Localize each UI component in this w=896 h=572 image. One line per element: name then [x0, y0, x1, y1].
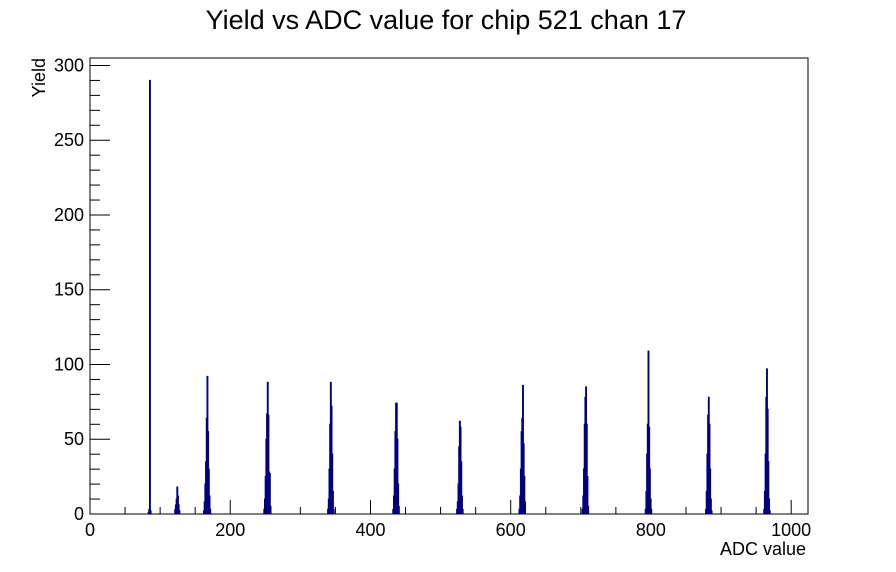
histogram-bin	[178, 510, 181, 514]
histogram-bin	[586, 476, 589, 514]
histogram-bin	[768, 498, 771, 514]
x-axis-ticks: 0 200 400 600 800 1000	[85, 500, 811, 540]
histogram-bin	[396, 438, 399, 514]
x-axis-label: ADC value	[720, 539, 806, 559]
x-tick-label: 200	[215, 520, 245, 540]
histogram-bin	[177, 504, 180, 514]
x-tick-label: 800	[636, 520, 666, 540]
histogram-bin	[397, 505, 400, 514]
y-tick-label: 150	[54, 280, 84, 300]
y-tick-label: 0	[74, 504, 84, 524]
histogram-bin	[269, 505, 272, 514]
histogram-bin	[709, 498, 712, 514]
plot-frame	[89, 57, 809, 515]
y-tick-label: 100	[54, 354, 84, 374]
histogram-bin	[461, 495, 463, 514]
histogram-bin	[208, 495, 211, 514]
x-tick-label: 1000	[771, 520, 811, 540]
histogram-bin	[460, 461, 463, 514]
y-tick-label: 300	[54, 55, 84, 75]
histogram-bin	[768, 510, 771, 514]
histogram-bin	[648, 468, 651, 514]
histogram-bin	[207, 468, 210, 514]
histogram-bin	[523, 476, 526, 514]
histogram-bin	[331, 453, 334, 514]
histogram-bin	[209, 508, 212, 514]
histogram-bin	[149, 79, 151, 514]
y-axis-ticks: 0 50 100 150 200 250 300	[54, 55, 110, 524]
y-tick-label: 50	[64, 429, 84, 449]
histogram-bin	[332, 490, 334, 514]
histogram-bin	[149, 510, 152, 514]
chart-title: Yield vs ADC value for chip 521 chan 17	[206, 5, 687, 35]
histogram-bin	[268, 473, 271, 514]
histogram-bars	[147, 79, 771, 514]
y-tick-label: 200	[54, 205, 84, 225]
x-tick-label: 600	[496, 520, 526, 540]
histogram-bin	[587, 505, 590, 514]
y-axis-label: Yield	[29, 58, 49, 97]
histogram-bin	[710, 510, 713, 514]
x-tick-label: 0	[85, 520, 95, 540]
histogram-bin	[461, 508, 464, 514]
histogram-bin	[332, 508, 335, 514]
histogram-bin	[709, 468, 712, 514]
histogram-bin	[585, 423, 588, 514]
histogram-bin	[767, 461, 770, 514]
histogram-bin	[267, 414, 270, 514]
x-tick-label: 400	[355, 520, 385, 540]
histogram-bin	[524, 501, 527, 514]
histogram-bin	[397, 483, 400, 514]
y-tick-label: 250	[54, 130, 84, 150]
